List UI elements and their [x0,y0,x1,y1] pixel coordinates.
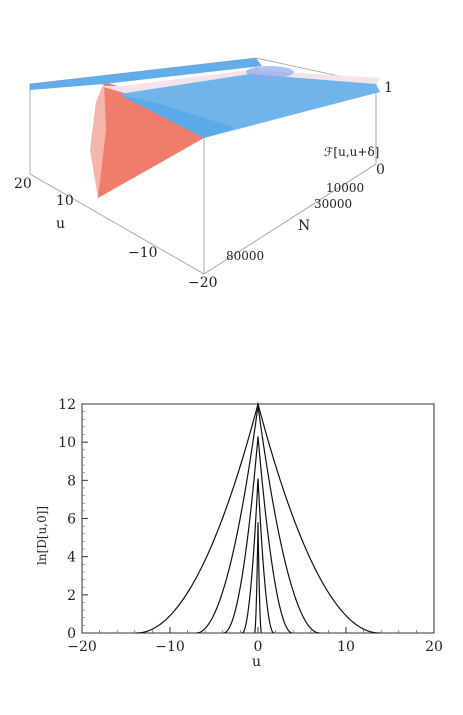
surface-plot: 1 0 ℱ[u,u+δ] 20 10 u −10 −20 10000 30000… [14,57,393,291]
u-tick-10: 10 [56,193,74,209]
y-tick-label: 6 [67,512,76,528]
surface-far-tint [246,66,294,78]
surface-box [29,57,377,275]
u-tick-neg20: −20 [188,275,218,291]
z-tick-0: 0 [376,162,385,178]
u-tick-20: 20 [14,176,32,192]
x-tick-label: −10 [155,639,185,655]
y-tick-label: 10 [58,435,76,451]
y-tick-label: 4 [67,550,76,566]
surface-plateau-front [118,94,236,138]
x-axis-label: u [252,654,261,670]
curve-series-3 [223,436,293,634]
n-tick-80000: 80000 [226,249,264,263]
curve-series-5 [136,401,380,634]
y-axis-label: ln[D[u,0]] [35,506,49,565]
n-tick-30000: 30000 [314,197,352,211]
x-tick-label: 20 [425,639,443,655]
curve-series-2 [242,478,274,634]
u-tick-neg10: −10 [128,245,158,261]
n-tick-10000: 10000 [326,181,364,195]
surface-dip-edge [90,82,106,198]
curve-series-1 [254,522,262,634]
x-tick-label: −20 [67,639,97,655]
n-axis-label: N [298,218,310,234]
y-tick-label: 0 [67,626,76,642]
y-tick-label: 2 [67,588,76,604]
y-tick-label: 12 [58,397,76,413]
x-tick-label: 10 [337,639,355,655]
surface-plateau-left [30,58,262,90]
ticks-layer: −20 −10 0 10 20 0 2 4 6 8 10 12 [58,397,443,655]
u-axis-label-3d: u [56,216,65,232]
z-tick-1: 1 [384,80,393,96]
z-axis-label: ℱ[u,u+δ] [324,145,379,159]
y-tick-label: 8 [67,473,76,489]
surface-dip-face [94,82,236,198]
curves-layer [136,401,380,634]
line-plot: −20 −10 0 10 20 0 2 4 6 8 10 12 u ln[D[u,0]] [35,397,443,670]
x-tick-label: 0 [254,639,263,655]
